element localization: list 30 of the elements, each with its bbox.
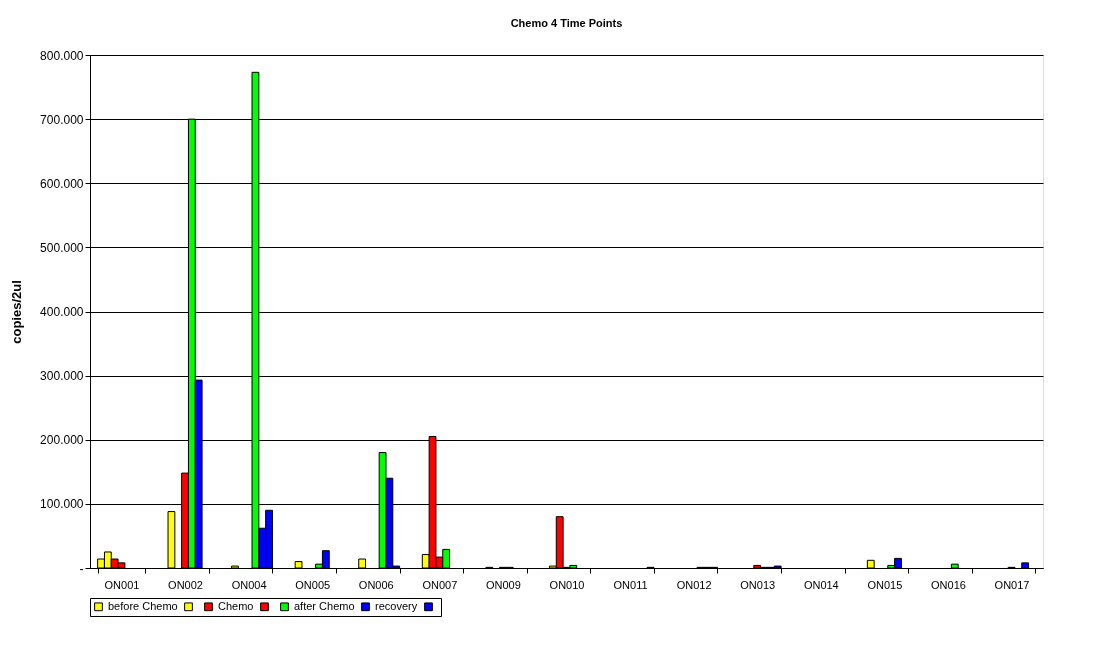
y-tick-label: 200.000: [40, 433, 84, 448]
x-tick-label: ON010: [549, 578, 585, 591]
x-tick-label: ON013: [740, 578, 776, 591]
y-tick-label: 800.000: [40, 48, 84, 63]
x-tick-label: ON014: [803, 578, 839, 591]
x-tick-label: ON004: [231, 578, 267, 591]
x-tick-label: ON017: [994, 578, 1030, 591]
y-tick-label: -: [79, 561, 84, 576]
y-tick-label: 100.000: [40, 497, 84, 512]
legend-label: recovery: [375, 599, 418, 612]
legend-label: before Chemo: [108, 599, 178, 612]
x-tick-label: ON002: [168, 578, 203, 591]
legend-label: after Chemo: [294, 599, 355, 612]
x-tick-label: ON009: [485, 578, 521, 591]
x-tick-label: ON007: [422, 578, 458, 591]
y-tick-label: 700.000: [40, 112, 84, 127]
x-tick-label: ON001: [104, 578, 140, 591]
y-tick-label: 600.000: [40, 176, 84, 191]
x-tick-label: ON011: [613, 578, 648, 591]
x-tick-label: ON016: [931, 578, 966, 591]
y-tick-label: 300.000: [40, 369, 84, 384]
x-tick-label: ON006: [358, 578, 394, 591]
y-tick-label: 400.000: [40, 305, 84, 319]
legend-label: Chemo: [218, 599, 254, 612]
x-tick-label: ON015: [867, 578, 903, 591]
x-tick-label: ON005: [295, 578, 331, 591]
y-axis-title: copies/2ul: [9, 280, 25, 344]
chart-title: Chemo 4 Time Points: [510, 17, 623, 29]
x-tick-label: ON012: [676, 578, 712, 591]
y-tick-label: 500.000: [40, 240, 84, 255]
